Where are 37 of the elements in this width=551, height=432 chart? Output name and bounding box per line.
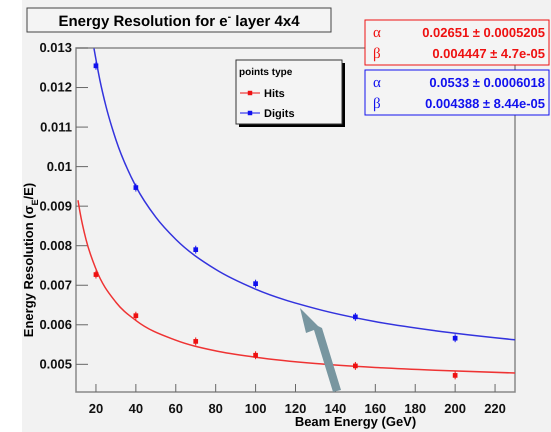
x-tick-label: 120 — [284, 401, 306, 416]
y-tick-label: 0.01 — [46, 158, 72, 174]
y-tick-label: 0.007 — [39, 277, 72, 292]
x-tick-label: 60 — [168, 401, 184, 416]
x-tick-label: 40 — [128, 401, 144, 416]
point — [452, 373, 458, 378]
y-tick-label: 0.008 — [39, 238, 72, 253]
legend-label: Digits — [264, 108, 295, 120]
x-tick-label: 100 — [244, 401, 266, 416]
point — [353, 314, 358, 320]
x-tick-label: 200 — [444, 401, 466, 416]
x-tick-label: 20 — [88, 401, 104, 416]
x-tick-label: 220 — [484, 401, 506, 416]
x-tick-label: 160 — [364, 401, 386, 416]
chart-title: Energy Resolution for e$^{-}$ layer 4x4 — [58, 11, 300, 30]
y-tick-label: 0.009 — [39, 198, 72, 214]
text: β 0.004447 ± 4.7e-05 — [373, 46, 545, 62]
text: α 0.02651 ± 0.0005205 — [373, 25, 545, 41]
point — [193, 247, 198, 252]
y-tick-label: 0.006 — [39, 316, 72, 332]
y-tick-label: 0.013 — [39, 40, 72, 56]
x-axis-title: Beam Energy (GeV) — [294, 414, 416, 429]
text: β 0.004388 ± 8.44e-05 — [373, 96, 545, 112]
x-tick-label: 180 — [404, 401, 426, 416]
y-tick-label: 0.005 — [39, 356, 72, 372]
legend-label: Hits — [264, 88, 285, 100]
line-series — [77, 199, 516, 374]
x-tick-label: 80 — [208, 401, 223, 416]
point — [94, 272, 98, 277]
point — [134, 185, 138, 190]
x-tick-label: 140 — [324, 401, 346, 416]
point — [193, 339, 198, 344]
y-tick-label: 0.012 — [39, 80, 72, 95]
y-tick-label: 0.011 — [40, 119, 72, 134]
point — [353, 364, 358, 368]
text: α 0.0533 ± 0.0006018 — [373, 75, 545, 91]
legend-title: points type — [239, 67, 293, 78]
